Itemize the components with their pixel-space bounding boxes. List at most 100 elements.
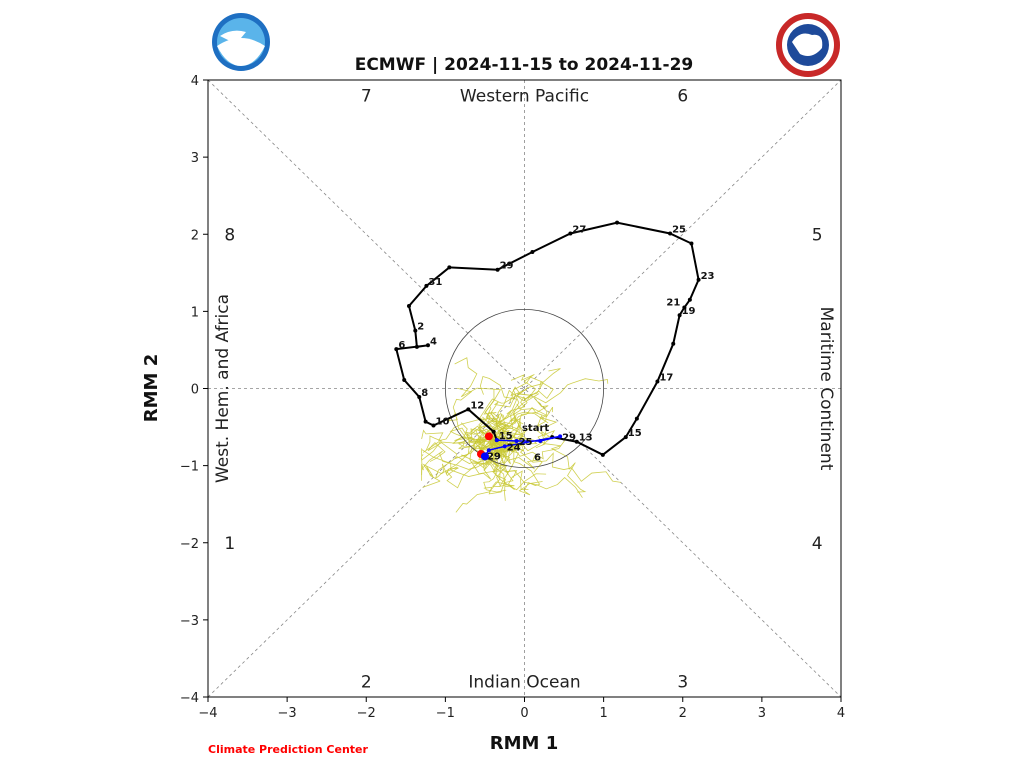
observed-day-label: 31	[428, 277, 442, 288]
observed-point	[424, 283, 429, 288]
observed-point	[447, 265, 452, 270]
forecast-marker	[480, 452, 489, 461]
ensemble-mean-point	[494, 438, 499, 443]
observed-day-label: 19	[682, 306, 696, 317]
observed-point	[402, 378, 407, 383]
observed-day-label: 8	[421, 388, 428, 399]
y-tick-label: 2	[191, 228, 199, 243]
ensemble-member-line	[465, 414, 510, 438]
observed-point	[600, 452, 605, 457]
observed-day-label: 25	[672, 224, 686, 235]
forecast-day-label: 29	[487, 452, 501, 463]
observed-point	[615, 220, 620, 225]
y-tick-label: 3	[191, 151, 199, 166]
ensemble-member-line	[421, 435, 490, 475]
ensemble-member-line	[497, 378, 609, 434]
observed-point	[414, 344, 419, 349]
ensemble-member-line	[481, 386, 533, 442]
ensemble-member-line	[491, 382, 544, 442]
observed-day-label: 15	[628, 428, 642, 439]
observed-point	[423, 419, 428, 424]
observed-point	[634, 416, 639, 421]
unit-circle	[444, 308, 605, 469]
observed-day-label: 27	[572, 224, 586, 235]
observed-day-label: 29	[500, 261, 514, 272]
phase-label: 7	[361, 86, 372, 106]
x-tick-label: −4	[198, 706, 217, 721]
x-tick-label: −3	[278, 706, 297, 721]
ensemble-member-line	[421, 417, 520, 453]
observed-day-label: 21	[666, 298, 680, 309]
ensemble-member-line	[447, 387, 485, 449]
nws-logo	[776, 13, 840, 77]
observed-point	[394, 347, 399, 352]
observed-point	[417, 394, 422, 399]
ensemble-member-line	[485, 405, 509, 432]
ensemble-mean-point	[514, 438, 519, 443]
phase-label: 8	[224, 225, 235, 245]
x-tick-label: 0	[520, 706, 528, 721]
x-tick-label: 4	[837, 706, 845, 721]
observed-point	[668, 231, 673, 236]
y-tick-label: −4	[180, 691, 199, 706]
phase-label: 5	[812, 225, 823, 245]
ensemble-member-line	[497, 401, 558, 433]
noaa-logo	[212, 13, 270, 71]
ensemble-member-line	[422, 449, 501, 488]
y-tick-label: −2	[180, 537, 199, 552]
observed-point	[491, 429, 496, 434]
forecast-day-label: 25	[519, 437, 533, 448]
ensemble-mean-point	[486, 448, 491, 453]
x-tick-label: 1	[599, 706, 607, 721]
forecast-day-label: 24	[507, 442, 521, 453]
phase-label: 2	[361, 673, 372, 693]
observed-day-label: 17	[659, 373, 673, 384]
observed-day-label: 10	[436, 417, 450, 428]
observed-point	[406, 303, 411, 308]
observed-point	[495, 267, 500, 272]
x-tick-label: 2	[679, 706, 687, 721]
ensemble-member-line	[478, 374, 537, 437]
chart-title: ECMWF | 2024-11-15 to 2024-11-29	[355, 55, 694, 75]
forecast-day-label: 6	[534, 452, 541, 463]
forecast-marker	[484, 432, 493, 441]
observed-point	[623, 435, 628, 440]
observed-point	[431, 423, 436, 428]
observed-day-label: 2	[417, 322, 424, 333]
ensemble-mean-point	[502, 444, 507, 449]
ensemble-member-line	[501, 431, 587, 493]
observed-point	[568, 231, 573, 236]
observed-day-label: 15	[499, 431, 513, 442]
region-label-bottom: Indian Ocean	[468, 673, 580, 693]
region-label-top: Western Pacific	[460, 86, 589, 106]
observed-point	[413, 328, 418, 333]
observed-day-label: 23	[701, 271, 715, 282]
observed-point	[671, 341, 676, 346]
ensemble-member-line	[502, 441, 543, 496]
ensemble-member-line	[421, 438, 487, 481]
observed-day-label: 13	[579, 433, 593, 444]
observed-point	[655, 379, 660, 384]
observed-point	[425, 343, 430, 348]
forecast-day-label: 29	[562, 432, 576, 443]
observed-point	[682, 305, 687, 310]
y-tick-label: −3	[180, 614, 199, 629]
observed-point	[689, 241, 694, 246]
observed-point	[466, 407, 471, 412]
y-tick-label: 1	[191, 305, 199, 320]
observed-day-label: start	[522, 423, 549, 434]
observed-day-label: 12	[470, 400, 484, 411]
phase-label: 1	[224, 534, 235, 554]
x-tick-label: 3	[758, 706, 766, 721]
ensemble-member-line	[494, 410, 528, 453]
region-label-right: Maritime Continent	[816, 307, 836, 471]
x-tick-label: −2	[357, 706, 376, 721]
phase-label: 3	[677, 673, 688, 693]
credit-text: Climate Prediction Center	[208, 743, 368, 756]
phase-label: 6	[677, 86, 688, 106]
observed-point	[530, 249, 535, 254]
y-tick-label: 0	[191, 383, 199, 398]
y-tick-label: 4	[191, 74, 199, 89]
phase-label: 4	[812, 534, 823, 554]
